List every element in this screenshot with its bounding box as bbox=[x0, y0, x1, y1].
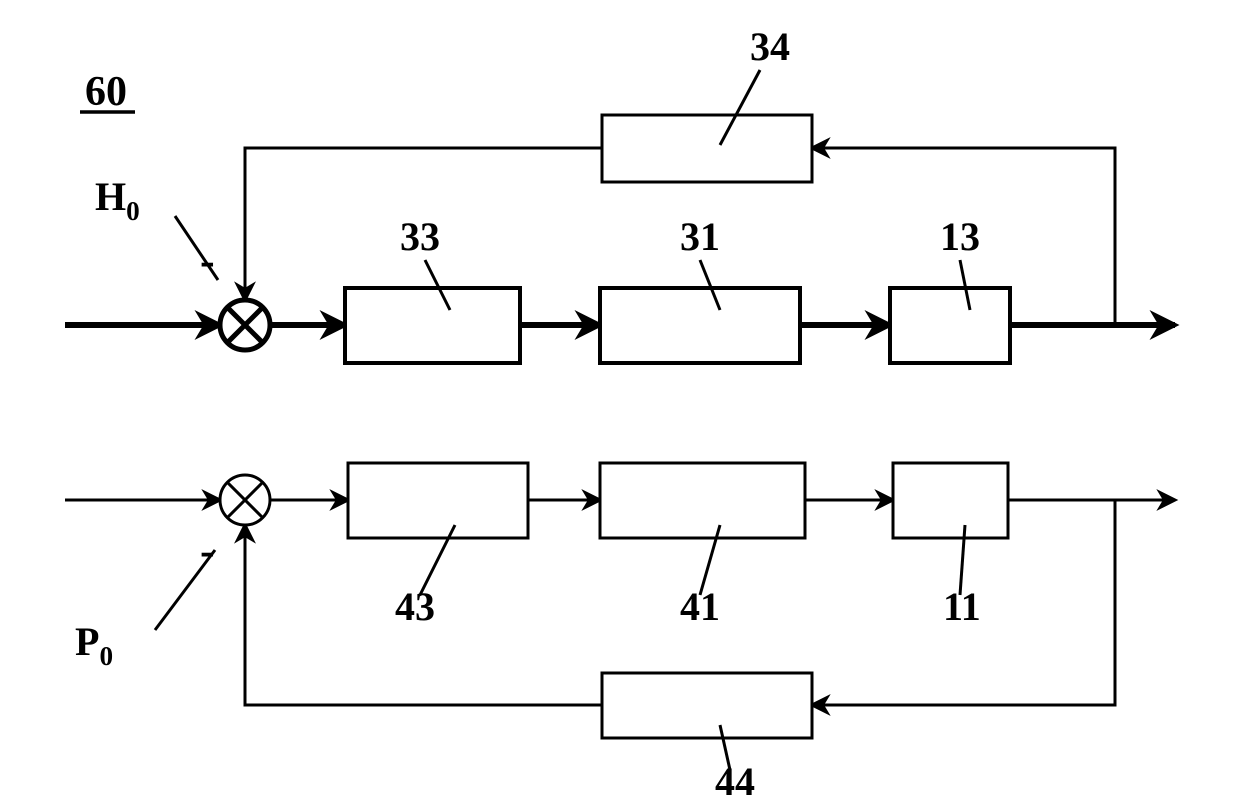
input-label-P0: P0 bbox=[75, 619, 113, 671]
input-leader-P0 bbox=[155, 550, 215, 630]
block-label-b13: 13 bbox=[940, 214, 980, 259]
block-b33 bbox=[345, 288, 520, 363]
block-label-b44: 44 bbox=[715, 759, 755, 804]
block-b34 bbox=[602, 115, 812, 182]
block-label-b34: 34 bbox=[750, 24, 790, 69]
block-b31 bbox=[600, 288, 800, 363]
block-b13 bbox=[890, 288, 1010, 363]
block-b41 bbox=[600, 463, 805, 538]
block-b11 bbox=[893, 463, 1008, 538]
block-label-b43: 43 bbox=[395, 584, 435, 629]
block-b43 bbox=[348, 463, 528, 538]
block-label-b11: 11 bbox=[943, 584, 981, 629]
summer-minus-top: - bbox=[200, 236, 215, 285]
input-label-H0: H0 bbox=[95, 174, 140, 226]
block-label-b33: 33 bbox=[400, 214, 440, 259]
block-label-b31: 31 bbox=[680, 214, 720, 259]
figure-title: 60 bbox=[85, 69, 127, 115]
block-b44 bbox=[602, 673, 812, 738]
